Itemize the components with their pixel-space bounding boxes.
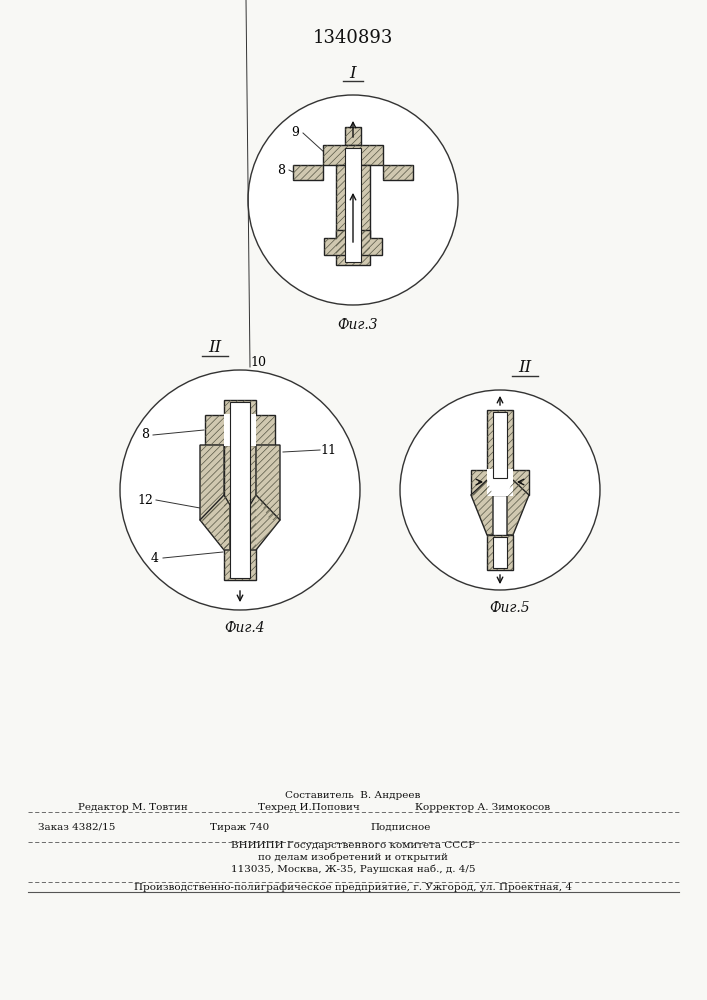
Polygon shape [493,537,507,568]
Text: Фиг.3: Фиг.3 [338,318,378,332]
Polygon shape [471,480,493,535]
Circle shape [401,391,599,589]
Polygon shape [507,480,529,535]
Polygon shape [230,402,250,578]
Polygon shape [324,230,382,255]
Polygon shape [224,414,256,446]
Text: 12: 12 [137,493,153,506]
Text: Тираж 740: Тираж 740 [210,822,269,832]
Polygon shape [224,400,256,580]
Polygon shape [487,410,513,480]
Text: ВНИИПИ Государственного комитета СССР: ВНИИПИ Государственного комитета СССР [231,840,475,850]
Text: 8: 8 [141,428,149,442]
Polygon shape [487,469,513,496]
Text: 1340893: 1340893 [312,29,393,47]
Text: I: I [350,64,356,82]
Circle shape [121,371,359,609]
Polygon shape [493,412,507,478]
Text: Фиг.4: Фиг.4 [225,621,265,635]
Polygon shape [345,127,361,145]
Text: 9: 9 [291,125,299,138]
Text: Редактор М. Товтин: Редактор М. Товтин [78,804,188,812]
Text: по делам изобретений и открытий: по делам изобретений и открытий [258,852,448,862]
Text: Составитель  В. Андреев: Составитель В. Андреев [286,790,421,800]
Text: Подписное: Подписное [370,822,431,832]
Text: 8: 8 [277,163,285,176]
Text: Фиг.5: Фиг.5 [490,601,530,615]
Polygon shape [250,495,280,550]
Polygon shape [471,470,529,495]
Circle shape [249,96,457,304]
Text: Техред И.Попович: Техред И.Попович [258,804,360,812]
Polygon shape [200,445,224,520]
Text: 113035, Москва, Ж-35, Раушская наб., д. 4/5: 113035, Москва, Ж-35, Раушская наб., д. … [230,864,475,874]
Polygon shape [345,148,361,262]
Polygon shape [205,415,275,445]
Polygon shape [336,165,370,265]
Text: II: II [518,360,532,376]
Polygon shape [323,145,383,165]
Polygon shape [487,535,513,570]
Polygon shape [383,165,413,180]
Polygon shape [256,445,280,520]
Text: 4: 4 [151,552,159,564]
Text: 11: 11 [320,444,336,456]
Text: Заказ 4382/15: Заказ 4382/15 [38,822,115,832]
Polygon shape [293,165,323,180]
Text: Производственно-полиграфическое предприятие, г. Ужгород, ул. Проектная, 4: Производственно-полиграфическое предприя… [134,882,572,892]
Text: II: II [209,340,221,357]
Text: 10: 10 [250,356,266,368]
Text: Корректор А. Зимокосов: Корректор А. Зимокосов [415,804,550,812]
Polygon shape [200,495,230,550]
